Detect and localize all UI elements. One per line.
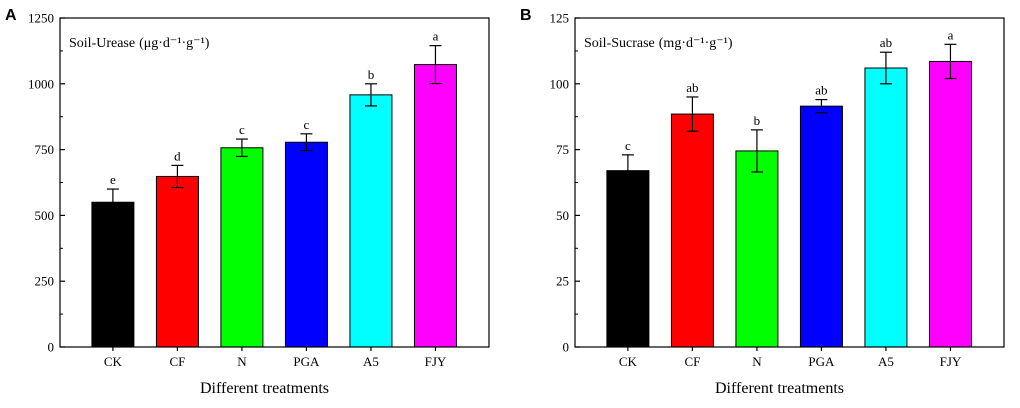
y-tick-label: 750 bbox=[35, 142, 55, 157]
significance-label: c bbox=[304, 117, 310, 132]
y-tick-label: 0 bbox=[48, 340, 55, 355]
bar-pga bbox=[799, 105, 843, 348]
x-axis-title: Different treatments bbox=[200, 380, 329, 397]
y-tick-label: 125 bbox=[550, 11, 570, 26]
x-tick-label: A5 bbox=[363, 354, 379, 369]
error-bar-ck bbox=[621, 154, 634, 188]
y-tick-label: 50 bbox=[556, 208, 569, 223]
significance-label: a bbox=[948, 27, 954, 42]
error-bar-ck bbox=[106, 188, 119, 216]
y-tick-label: 500 bbox=[35, 208, 55, 223]
x-axis-title: Different treatments bbox=[715, 380, 844, 397]
chart-panel-b: Bc ab b ab ab a 0 25 50 75 100 125 CK CF N PGA A5 FJY Diff… bbox=[520, 7, 1005, 397]
x-tick-label: CF bbox=[169, 354, 185, 369]
error-bar-pga bbox=[300, 133, 313, 152]
bar-n bbox=[220, 147, 264, 348]
significance-label: a bbox=[433, 29, 439, 44]
significance-label: ab bbox=[686, 80, 698, 95]
chart-title-unit: (μg·d⁻¹·g⁻¹) bbox=[139, 36, 210, 51]
bar-fjy bbox=[928, 60, 972, 348]
x-tick-label: A5 bbox=[878, 354, 894, 369]
bar-pga bbox=[284, 141, 328, 348]
y-tick-label: 100 bbox=[550, 76, 570, 91]
significance-label: b bbox=[368, 67, 375, 82]
error-bar-fjy bbox=[429, 45, 442, 85]
x-tick-label: N bbox=[237, 354, 247, 369]
x-tick-label: FJY bbox=[940, 354, 962, 369]
x-tick-label: N bbox=[752, 354, 762, 369]
significance-label: c bbox=[239, 122, 245, 137]
chart-panel-a: Ae d c c b a 0 250 500 750 1000 1250 CK CF N PGA A5 FJY Di… bbox=[5, 7, 490, 397]
significance-label: c bbox=[625, 138, 631, 153]
chart-title-name: Soil-Sucrase bbox=[584, 36, 655, 51]
x-tick-label: CF bbox=[684, 354, 700, 369]
y-tick-label: 250 bbox=[35, 274, 55, 289]
significance-label: b bbox=[754, 113, 761, 128]
error-bar-pga bbox=[815, 98, 828, 114]
bar-ck bbox=[91, 201, 135, 348]
x-tick-label: PGA bbox=[808, 354, 835, 369]
bar-cf bbox=[155, 175, 199, 348]
bar-fjy bbox=[413, 64, 457, 348]
error-bar-cf bbox=[171, 164, 184, 189]
y-tick-label: 1250 bbox=[28, 11, 54, 26]
significance-label: ab bbox=[880, 35, 892, 50]
bar-n bbox=[735, 150, 779, 348]
y-tick-label: 0 bbox=[563, 340, 570, 355]
x-tick-label: FJY bbox=[425, 354, 447, 369]
error-bar-cf bbox=[686, 96, 699, 132]
error-bar-a5 bbox=[879, 51, 892, 85]
x-tick-label: PGA bbox=[293, 354, 320, 369]
y-tick-label: 1000 bbox=[28, 76, 54, 91]
y-tick-label: 75 bbox=[556, 142, 569, 157]
x-tick-label: CK bbox=[104, 354, 123, 369]
chart-title-unit: (mg·d⁻¹·g⁻¹) bbox=[659, 36, 733, 51]
bar-a5 bbox=[864, 67, 908, 348]
chart-title: Soil-Urease (μg·d⁻¹·g⁻¹) bbox=[69, 36, 210, 51]
error-bar-n bbox=[750, 129, 763, 173]
panel-label: A bbox=[5, 7, 17, 24]
chart-title: Soil-Sucrase (mg·d⁻¹·g⁻¹) bbox=[584, 36, 733, 51]
panel-label: B bbox=[520, 7, 532, 24]
chart-title-name: Soil-Urease bbox=[69, 36, 135, 51]
error-bar-fjy bbox=[944, 43, 957, 80]
bar-a5 bbox=[349, 94, 393, 348]
significance-label: ab bbox=[815, 83, 827, 98]
significance-label: d bbox=[174, 148, 181, 163]
significance-label: e bbox=[110, 172, 116, 187]
y-tick-label: 25 bbox=[556, 274, 569, 289]
error-bar-a5 bbox=[364, 83, 377, 107]
bar-cf bbox=[670, 113, 714, 348]
bar-ck bbox=[606, 170, 650, 348]
x-tick-label: CK bbox=[619, 354, 638, 369]
error-bar-n bbox=[235, 138, 248, 158]
